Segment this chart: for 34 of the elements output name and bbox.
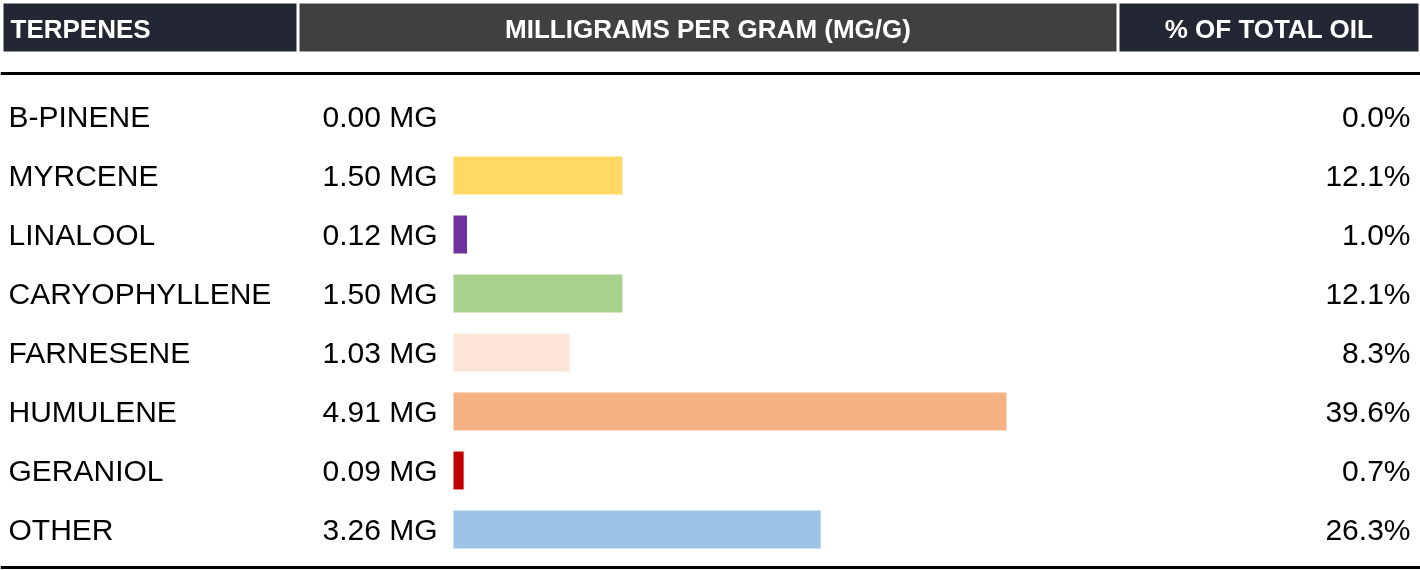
bar xyxy=(453,156,623,195)
y-tick-label: CARYOPHYLLENE xyxy=(8,277,272,310)
text: 1.0% xyxy=(1342,218,1411,251)
bar xyxy=(453,510,821,549)
text: 12.1% xyxy=(1325,159,1411,192)
bar xyxy=(453,451,464,490)
bar xyxy=(453,215,468,254)
x-axis-title: MILLIGRAMS PER GRAM (MG/G) xyxy=(505,13,911,44)
y-tick-label: FARNESENE xyxy=(8,336,191,369)
y-tick-label: MYRCENE xyxy=(8,159,159,192)
bar xyxy=(453,274,623,313)
text: 0.0% xyxy=(1342,100,1411,133)
text: % OF TOTAL OIL xyxy=(1164,13,1373,44)
y-tick-label: OTHER xyxy=(8,513,114,546)
y-axis-title: TERPENES xyxy=(10,13,151,44)
y-tick-label: B-PINENE xyxy=(8,100,151,133)
data-label: 0.09 MG xyxy=(322,454,438,487)
y-tick-label: HUMULENE xyxy=(8,395,177,428)
y-tick-label: LINALOOL xyxy=(8,218,156,251)
text: 0.7% xyxy=(1342,454,1411,487)
y-tick-label: GERANIOL xyxy=(8,454,164,487)
data-label: 1.50 MG xyxy=(322,159,438,192)
data-label: 3.26 MG xyxy=(322,513,438,546)
bar xyxy=(453,392,1007,431)
data-label: 1.03 MG xyxy=(322,336,438,369)
data-label: 4.91 MG xyxy=(322,395,438,428)
data-label: 1.50 MG xyxy=(322,277,438,310)
text: 26.3% xyxy=(1325,513,1411,546)
text: 8.3% xyxy=(1342,336,1411,369)
data-label: 0.00 MG xyxy=(322,100,438,133)
text: 39.6% xyxy=(1325,395,1411,428)
bar xyxy=(453,333,570,372)
data-label: 0.12 MG xyxy=(322,218,438,251)
text: 12.1% xyxy=(1325,277,1411,310)
